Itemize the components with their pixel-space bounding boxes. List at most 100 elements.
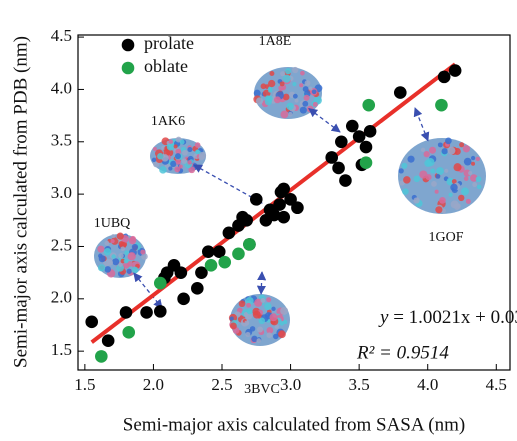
atom bbox=[472, 182, 478, 188]
r-squared: R² = 0.9514 bbox=[356, 342, 449, 363]
atom bbox=[157, 153, 164, 160]
atom bbox=[128, 236, 137, 245]
atom bbox=[251, 335, 258, 343]
atom bbox=[159, 166, 167, 174]
data-point bbox=[95, 350, 108, 363]
data-point bbox=[277, 182, 291, 196]
atom bbox=[268, 88, 273, 93]
legend-marker bbox=[121, 61, 135, 75]
atom bbox=[280, 110, 289, 119]
atom bbox=[246, 308, 253, 315]
atom bbox=[450, 200, 459, 209]
atom bbox=[195, 149, 200, 155]
data-point bbox=[212, 245, 226, 259]
atom bbox=[302, 100, 309, 107]
atom bbox=[266, 332, 273, 339]
data-point bbox=[359, 140, 373, 154]
atom bbox=[266, 297, 272, 303]
atom bbox=[431, 180, 437, 187]
atom bbox=[435, 206, 443, 214]
x-tick-label: 2.5 bbox=[211, 375, 232, 394]
data-point bbox=[222, 226, 236, 240]
atom bbox=[402, 188, 409, 195]
y-tick-label: 4.5 bbox=[51, 26, 72, 45]
data-point bbox=[359, 156, 373, 170]
atom bbox=[476, 184, 482, 190]
arrow bbox=[413, 107, 430, 142]
atom bbox=[254, 298, 263, 307]
atom bbox=[292, 82, 297, 87]
arrow bbox=[308, 108, 341, 133]
atom bbox=[407, 155, 415, 163]
atom bbox=[461, 187, 469, 196]
data-point bbox=[174, 266, 188, 279]
atom bbox=[181, 158, 188, 164]
atom bbox=[420, 147, 426, 153]
atom bbox=[151, 157, 157, 163]
data-point bbox=[325, 151, 339, 164]
atom bbox=[140, 249, 146, 255]
atom bbox=[451, 179, 457, 184]
atom bbox=[300, 70, 305, 76]
plot-frame bbox=[77, 34, 511, 371]
data-point bbox=[332, 161, 345, 175]
atom bbox=[112, 258, 120, 266]
fit-equation: y = 1.0021x + 0.0320 bbox=[378, 307, 517, 328]
atom bbox=[97, 245, 105, 253]
atom bbox=[174, 166, 181, 173]
atom bbox=[256, 338, 262, 343]
atom bbox=[446, 177, 455, 186]
atom bbox=[403, 176, 411, 184]
atom bbox=[179, 139, 185, 145]
data-point bbox=[195, 266, 208, 279]
atom bbox=[260, 298, 266, 303]
data-point bbox=[249, 193, 263, 206]
atom bbox=[292, 93, 298, 99]
atom bbox=[178, 164, 183, 169]
atom bbox=[166, 143, 175, 151]
atom bbox=[308, 86, 313, 91]
atom bbox=[118, 262, 123, 267]
atom bbox=[168, 166, 173, 171]
atom bbox=[463, 169, 471, 177]
data-point bbox=[204, 259, 218, 272]
atom bbox=[444, 168, 449, 173]
atom bbox=[450, 183, 458, 192]
protein-label: 1AK6 bbox=[151, 114, 185, 129]
atom bbox=[98, 255, 106, 263]
x-tick-label: 3.5 bbox=[349, 375, 370, 394]
data-point bbox=[201, 245, 215, 259]
atom bbox=[258, 317, 266, 325]
data-point bbox=[101, 334, 115, 347]
atom bbox=[187, 146, 193, 153]
data-point bbox=[393, 86, 407, 99]
atom bbox=[175, 148, 182, 155]
data-point bbox=[119, 306, 133, 319]
atom bbox=[118, 253, 124, 259]
data-point bbox=[153, 305, 167, 318]
y-tick-label: 3.0 bbox=[51, 183, 72, 202]
y-tick-label: 4.0 bbox=[51, 78, 72, 97]
atom bbox=[118, 241, 124, 247]
atom bbox=[126, 268, 132, 274]
atom bbox=[303, 94, 310, 101]
atom bbox=[174, 153, 181, 160]
atom bbox=[271, 306, 276, 311]
arrow bbox=[256, 271, 267, 295]
atom bbox=[471, 161, 476, 166]
atom bbox=[280, 71, 286, 77]
atom bbox=[288, 111, 293, 117]
atom bbox=[141, 253, 148, 260]
atom bbox=[398, 168, 404, 174]
atom bbox=[280, 307, 289, 315]
atom bbox=[299, 83, 304, 88]
atom bbox=[269, 71, 275, 77]
atom bbox=[286, 102, 294, 111]
x-tick-label: 3.0 bbox=[280, 375, 301, 394]
atom bbox=[182, 149, 188, 156]
protein-label: 1UBQ bbox=[94, 216, 131, 231]
atom bbox=[470, 155, 476, 161]
atom bbox=[249, 326, 256, 332]
atom bbox=[274, 324, 280, 329]
atom bbox=[253, 89, 261, 97]
